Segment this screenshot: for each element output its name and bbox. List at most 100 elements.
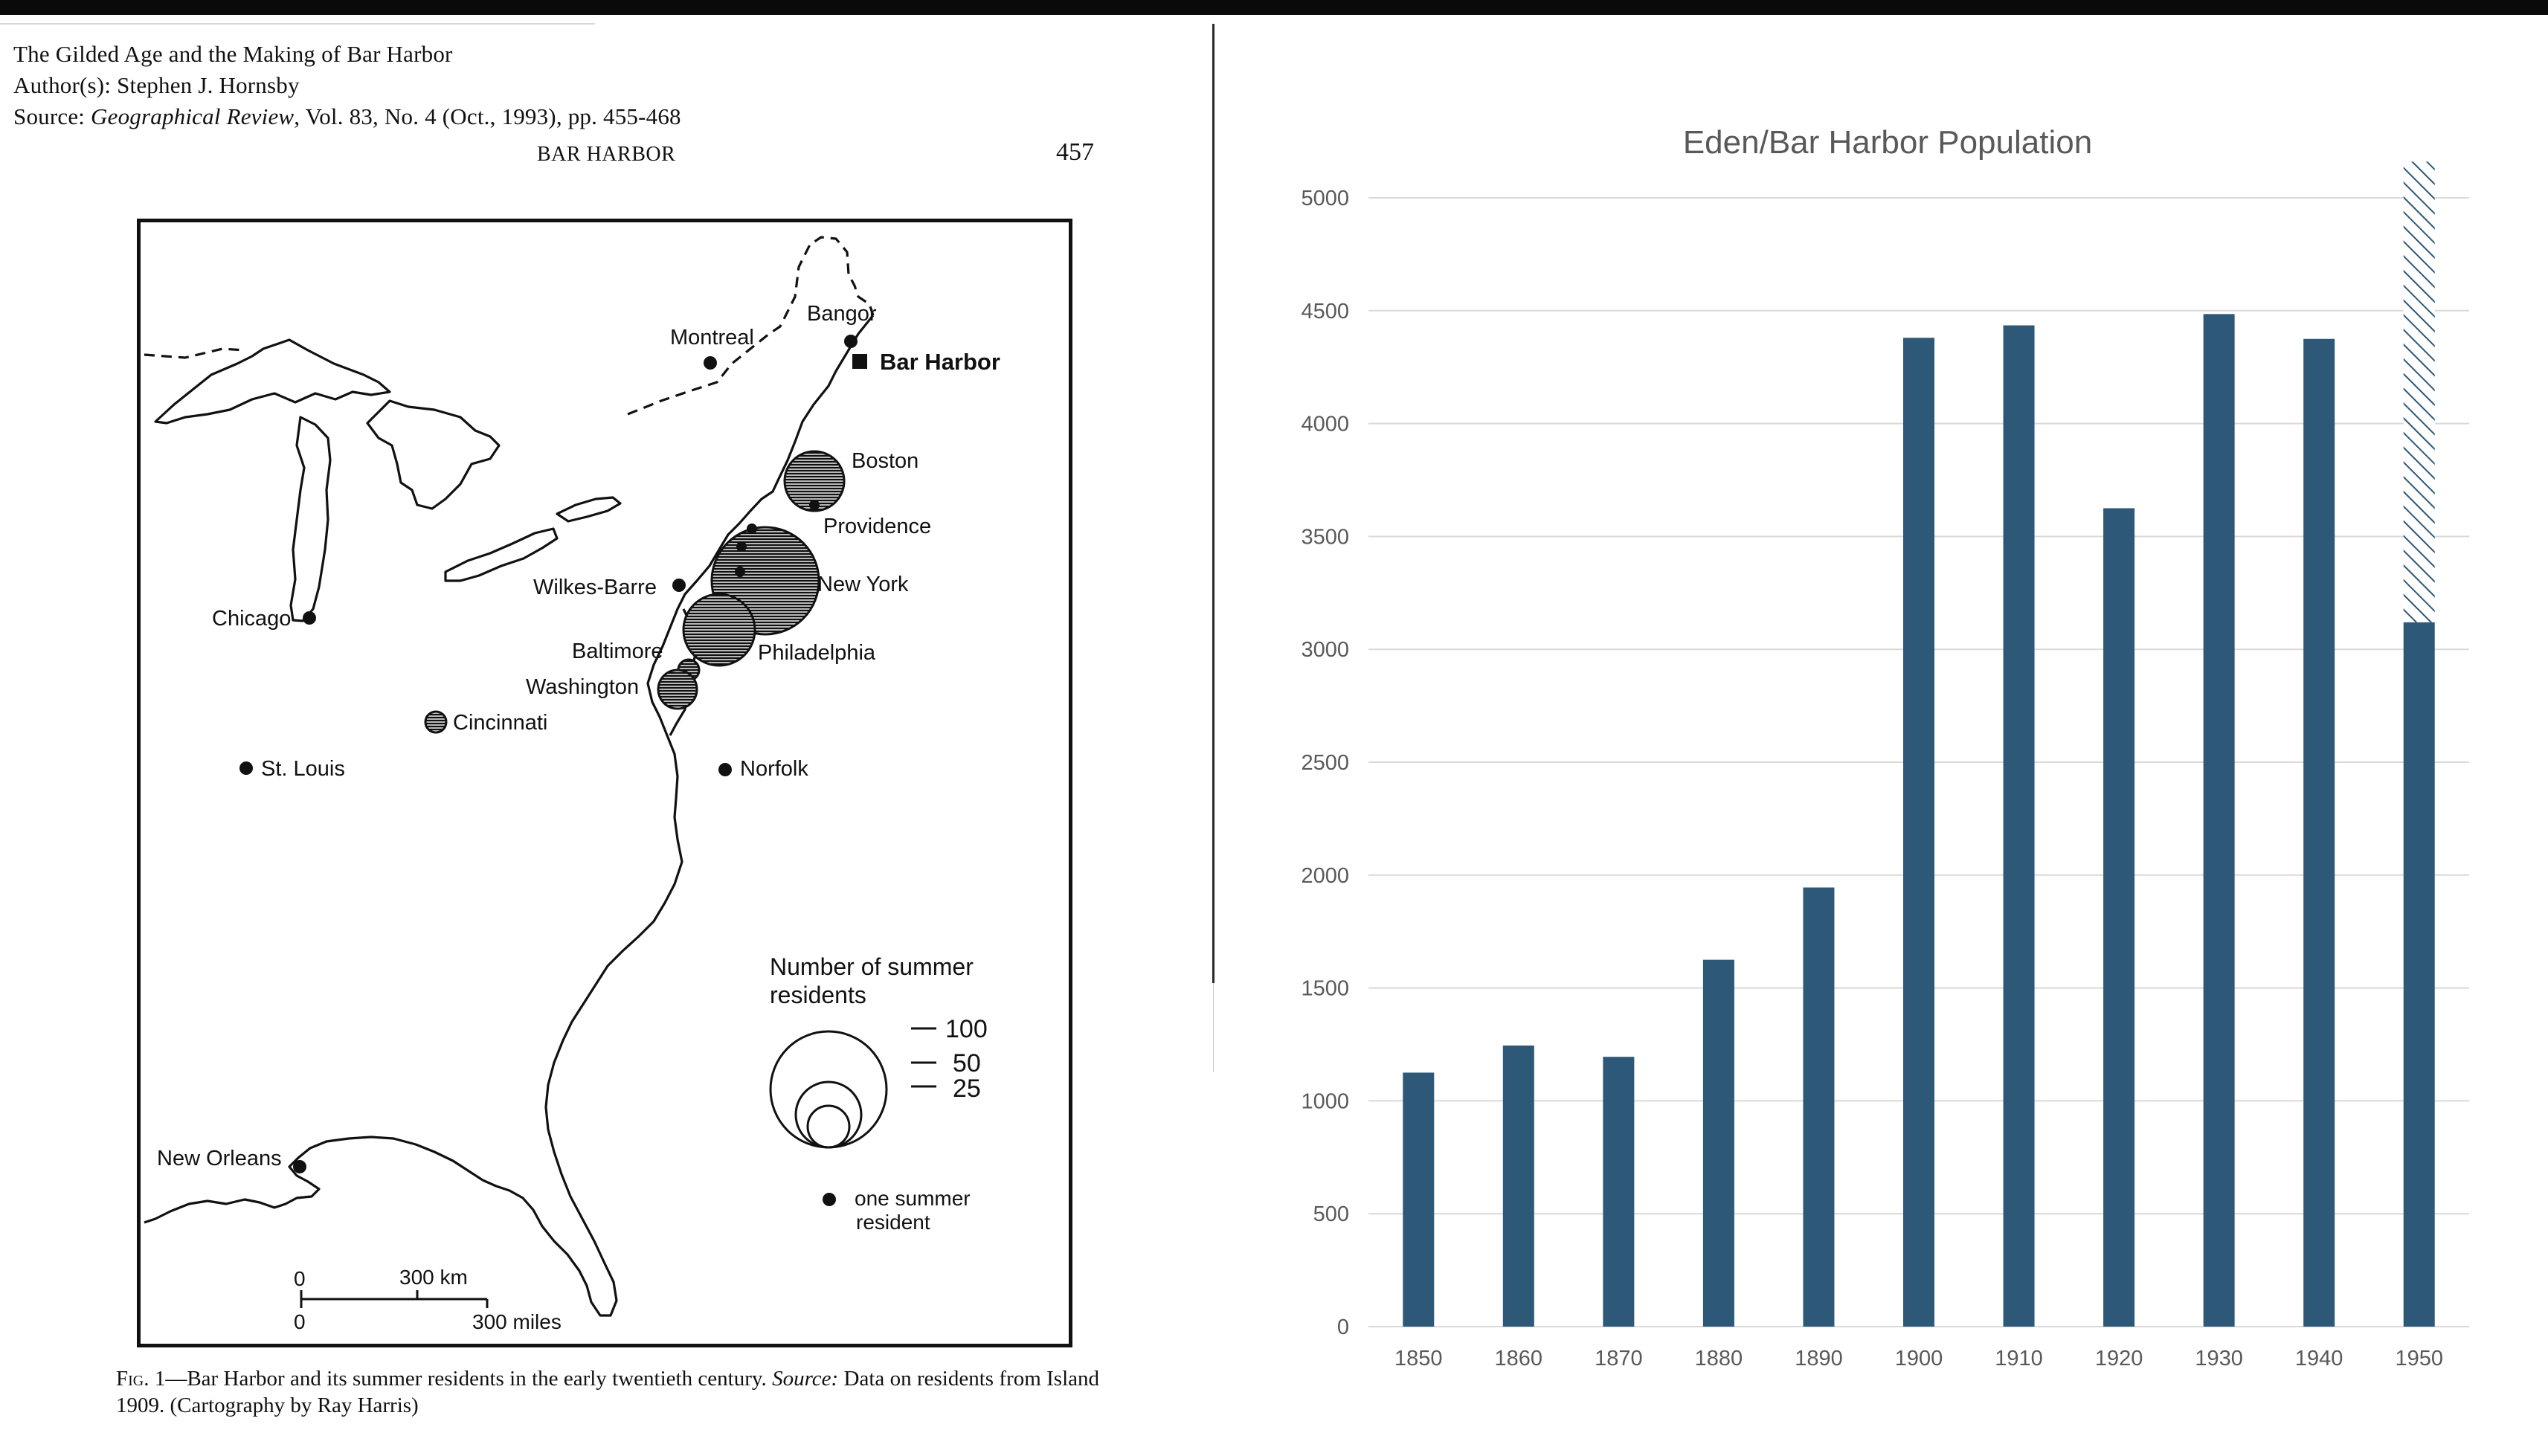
label-new-york: New York — [817, 573, 909, 596]
gulf-coast — [144, 1136, 483, 1224]
x-tick-label: 1940 — [2295, 1347, 2343, 1370]
bar-1900 — [1903, 338, 1934, 1327]
atlantic-coast — [482, 315, 875, 1317]
bar-1950-hatched-extension — [2403, 161, 2435, 622]
bar-1890 — [1803, 887, 1835, 1327]
bar-1860 — [1502, 1046, 1534, 1327]
population-chart: Eden/Bar Harbor Population 0 500 1000 1500 2… — [1220, 104, 2548, 1456]
bar-harbor-marker — [852, 354, 867, 369]
city-dot — [747, 524, 757, 534]
label-wilkes-barre: Wilkes-Barre — [533, 576, 657, 599]
y-tick-label: 0 — [1337, 1315, 1349, 1339]
panel-divider-faint — [1213, 983, 1214, 1072]
y-axis-ticks: 0 500 1000 1500 2000 2500 3000 3500 4000 4500 5000 — [1301, 187, 1349, 1339]
border-line — [144, 347, 245, 359]
y-tick-label: 2500 — [1301, 751, 1349, 775]
bar-1920 — [2103, 508, 2135, 1327]
bar-1870 — [1603, 1057, 1635, 1327]
bangor-dot — [844, 335, 858, 348]
norfolk-dot — [718, 763, 732, 776]
label-boston: Boston — [852, 449, 918, 473]
lake-erie — [444, 527, 559, 582]
panel-divider — [1212, 24, 1215, 983]
montreal-dot — [704, 356, 717, 370]
bar-1910 — [2003, 325, 2035, 1327]
map-figure: Montreal Bangor Bar Harbor Boston Provid… — [137, 219, 1072, 1347]
bars — [1403, 161, 2435, 1327]
source-details: , Vol. 83, No. 4 (Oct., 1993), pp. 455-4… — [294, 103, 681, 129]
label-washington: Washington — [526, 675, 639, 699]
legend-value-25: 25 — [953, 1075, 981, 1103]
lake-michigan — [289, 416, 332, 622]
scale-zero-mi: 0 — [294, 1310, 306, 1333]
wilkes-barre-dot — [672, 579, 686, 592]
philadelphia-circle — [682, 593, 756, 667]
y-tick-label: 4000 — [1301, 413, 1349, 437]
lake-superior — [154, 338, 391, 425]
chart-svg: Eden/Bar Harbor Population 0 500 1000 1500 2… — [1301, 124, 2469, 1370]
boston-circle — [783, 450, 846, 512]
y-tick-label: 2000 — [1301, 864, 1349, 888]
label-norfolk: Norfolk — [740, 757, 808, 781]
legend-dot-label-2: resident — [856, 1211, 930, 1234]
x-tick-label: 1890 — [1795, 1347, 1843, 1370]
st-louis-dot — [239, 761, 253, 775]
caption-source-text: Data on residents from Island 1909. (Car… — [116, 1367, 1099, 1417]
city-dot — [736, 541, 747, 552]
chart-title: Eden/Bar Harbor Population — [1683, 124, 2092, 161]
new-orleans-dot — [293, 1160, 306, 1173]
label-new-orleans: New Orleans — [157, 1147, 282, 1170]
map-legend: Number of summer residents 100 50 25 one… — [769, 953, 988, 1234]
running-head: BAR HARBOR — [537, 143, 676, 166]
figure-caption: Fig. 1—Bar Harbor and its summer residen… — [116, 1365, 1099, 1419]
y-tick-label: 5000 — [1301, 187, 1349, 210]
scale-zero-km: 0 — [294, 1267, 306, 1290]
label-philadelphia: Philadelphia — [758, 641, 876, 665]
y-tick-label: 3500 — [1301, 525, 1349, 549]
city-dot — [735, 567, 745, 577]
cincinnati-symbol — [424, 710, 448, 734]
top-dark-bar — [0, 0, 2548, 15]
x-tick-label: 1870 — [1595, 1347, 1643, 1370]
bar-1930 — [2203, 314, 2235, 1327]
paper-source: Source: Geographical Review, Vol. 83, No… — [13, 101, 906, 132]
x-axis-ticks: 1850 1860 1870 1880 1890 1900 1910 1920 1930 1940… — [1394, 1347, 2443, 1370]
lake-huron — [366, 399, 501, 510]
label-chicago: Chicago — [212, 607, 291, 631]
bar-1880 — [1702, 959, 1734, 1327]
legend-dot-label-1: one summer — [855, 1187, 971, 1210]
lake-ontario — [556, 496, 622, 523]
source-prefix: Source: — [13, 103, 91, 129]
x-tick-label: 1860 — [1495, 1347, 1543, 1370]
border-line-east — [627, 236, 875, 416]
x-tick-label: 1910 — [1995, 1347, 2043, 1370]
caption-body: —Bar Harbor and its summer residents in … — [165, 1367, 773, 1391]
y-tick-label: 500 — [1313, 1202, 1349, 1226]
x-tick-label: 1950 — [2395, 1347, 2443, 1370]
paper-authors: Author(s): Stephen J. Hornsby — [13, 72, 300, 98]
x-tick-label: 1930 — [2195, 1347, 2243, 1370]
x-tick-label: 1900 — [1895, 1347, 1943, 1370]
label-baltimore: Baltimore — [572, 640, 663, 663]
legend-value-100: 100 — [945, 1015, 988, 1043]
chicago-dot — [303, 611, 316, 625]
bar-1850 — [1403, 1072, 1435, 1327]
y-tick-label: 1000 — [1301, 1089, 1349, 1113]
scale-bar: 0 300 km 0 300 miles — [294, 1266, 562, 1333]
paper-title: The Gilded Age and the Making of Bar Har… — [13, 41, 453, 67]
source-journal: Geographical Review — [91, 103, 295, 129]
label-providence: Providence — [823, 515, 931, 538]
legend-title-2: residents — [770, 982, 866, 1008]
y-tick-label: 1500 — [1301, 977, 1349, 1001]
page-number: 457 — [1056, 138, 1094, 166]
label-montreal: Montreal — [670, 326, 754, 349]
top-rule — [0, 23, 595, 25]
bar-1940 — [2303, 338, 2335, 1327]
label-bangor: Bangor — [807, 302, 877, 326]
scale-km-label: 300 km — [399, 1266, 468, 1289]
label-bar-harbor: Bar Harbor — [880, 349, 1000, 375]
legend-value-50: 50 — [953, 1049, 981, 1077]
x-tick-label: 1920 — [2095, 1347, 2143, 1370]
city-dot — [809, 500, 820, 510]
washington-circle — [657, 669, 698, 710]
